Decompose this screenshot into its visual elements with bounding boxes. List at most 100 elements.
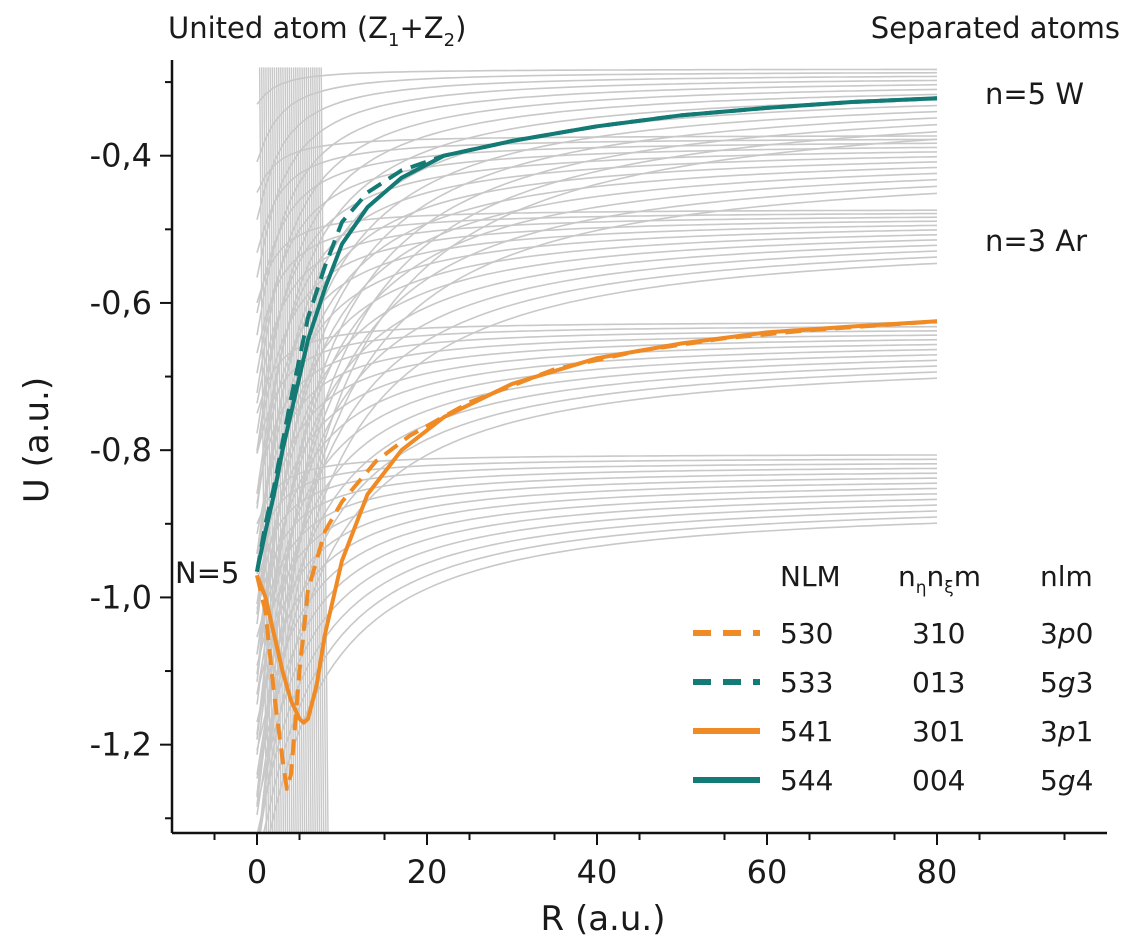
background-level-line <box>256 142 938 314</box>
legend-nnm-3: 004 <box>912 764 965 797</box>
background-near-origin-line <box>314 67 323 833</box>
united-atom-close: ) <box>455 11 466 45</box>
legend-nlm-l-1: g <box>1058 666 1076 699</box>
n3ar-label: n=3 Ar <box>985 224 1087 258</box>
legend-nnm-2: 301 <box>912 715 965 748</box>
legend-nlm-n-1: 5 <box>1040 666 1058 699</box>
background-near-origin-line <box>312 67 321 833</box>
legend-nlm-2: 3p1 <box>1040 715 1093 748</box>
y-tick-label: -1,2 <box>90 726 152 764</box>
legend-header-nnm-n2: n <box>927 560 945 593</box>
background-level-line <box>256 68 937 105</box>
background-level-line <box>256 178 938 735</box>
background-near-origin-line <box>292 67 302 833</box>
legend-header-nnm-n1: n <box>898 560 916 593</box>
background-level-line <box>256 161 938 555</box>
background-level-line <box>256 209 937 304</box>
background-level-line <box>256 224 938 504</box>
background-near-origin-line <box>316 67 325 833</box>
legend-nlm-n-0: 3 <box>1040 617 1058 650</box>
legend-header-nnm-sub1: η <box>916 578 927 598</box>
background-level-line <box>256 482 938 694</box>
background-near-origin-line <box>320 67 329 833</box>
background-near-origin-line <box>273 67 282 833</box>
x-tick-label: 0 <box>247 853 267 891</box>
background-level-line <box>256 498 938 779</box>
y-axis-label: U (a.u.) <box>17 377 57 503</box>
x-tick-label: 80 <box>917 853 958 891</box>
background-near-origin-line <box>282 67 291 833</box>
united-atom-sub2: 2 <box>444 30 455 51</box>
background-level-line <box>256 93 938 451</box>
background-level-line <box>256 75 938 220</box>
x-tick-label: 20 <box>407 853 448 891</box>
legend-nlm-m-0: 0 <box>1076 617 1094 650</box>
background-level-line <box>256 135 937 193</box>
legend-nnm-0: 310 <box>912 617 965 650</box>
x-tick-label: 60 <box>747 853 788 891</box>
united-atom-text: United atom (Z <box>168 11 388 45</box>
legend-header-nnm-sub2: ξ <box>944 578 953 598</box>
background-near-origin-line <box>295 67 304 833</box>
background-near-origin-line <box>307 67 316 833</box>
background-level-line <box>256 239 938 655</box>
background-level-line <box>256 216 938 404</box>
background-level-line <box>256 244 938 705</box>
series-line-2 <box>255 319 938 725</box>
legend-nlm-m-3: 4 <box>1076 764 1094 797</box>
background-near-origin-line <box>261 67 270 833</box>
axis-ticks: 0 20 40 60 80 -1,2 -1,0 -0,8 -0,6 -0,4 <box>90 81 1066 891</box>
background-near-origin-line <box>275 67 285 833</box>
background-level-line <box>256 256 938 805</box>
background-level-line <box>256 123 938 740</box>
background-level-line <box>258 138 938 833</box>
background-near-origin-line <box>301 67 310 833</box>
legend-nlm-n-3: 5 <box>1040 764 1058 797</box>
n5w-label: n=5 W <box>985 77 1084 111</box>
background-level-line <box>256 172 938 675</box>
legend-NLM-2: 541 <box>780 715 833 748</box>
united-atom-label: United atom (Z1+Z2) <box>168 11 466 51</box>
background-level-line <box>256 477 937 666</box>
background-near-origin-line <box>309 67 319 833</box>
background-level-line <box>256 322 937 414</box>
legend-nlm-m-2: 1 <box>1076 715 1094 748</box>
background-level-line <box>258 262 938 833</box>
background-level-line <box>256 334 937 534</box>
legend-header-nnm: nηnξm <box>898 560 981 598</box>
y-tick-label: -0,4 <box>90 137 152 175</box>
united-atom-plus: +Z <box>400 11 444 45</box>
legend-header-nlm: nlm <box>1040 560 1093 593</box>
legend-nlm-1: 5g3 <box>1040 666 1093 699</box>
background-level-line <box>256 138 937 253</box>
background-level-line <box>256 250 938 755</box>
highlighted-series <box>255 96 938 791</box>
background-level-line <box>256 220 938 454</box>
background-level-line <box>259 377 938 833</box>
background-level-line <box>256 71 938 163</box>
legend-nlm-l-2: p <box>1057 715 1076 748</box>
background-level-line <box>256 487 938 723</box>
separated-atoms-label: Separated atoms <box>871 11 1120 45</box>
legend-nnm-1: 013 <box>912 666 965 699</box>
background-level-line <box>256 493 938 751</box>
background-near-origin-line <box>284 67 293 833</box>
background-level-line <box>258 192 938 833</box>
legend-nlm-0: 3p0 <box>1040 617 1093 650</box>
y-tick-label: -1,0 <box>90 578 152 616</box>
background-level-line <box>256 354 938 695</box>
N5-label: N=5 <box>175 556 239 590</box>
background-level-line <box>256 343 938 615</box>
background-level-line <box>256 151 938 434</box>
background-near-origin-line <box>299 67 308 833</box>
background-level-line <box>256 338 938 575</box>
background-level-line <box>256 330 938 494</box>
background-near-origin-line <box>297 67 306 833</box>
background-level-line <box>256 234 938 605</box>
y-tick-label: -0,6 <box>90 284 152 322</box>
background-near-origin-line <box>263 67 272 833</box>
legend-nlm-l-0: p <box>1057 617 1076 650</box>
